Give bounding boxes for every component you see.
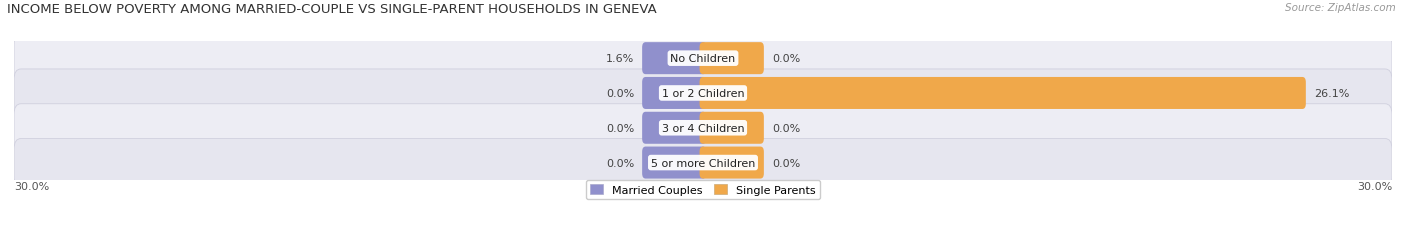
Text: 0.0%: 0.0%: [772, 123, 800, 133]
Text: INCOME BELOW POVERTY AMONG MARRIED-COUPLE VS SINGLE-PARENT HOUSEHOLDS IN GENEVA: INCOME BELOW POVERTY AMONG MARRIED-COUPL…: [7, 3, 657, 16]
Text: No Children: No Children: [671, 54, 735, 64]
FancyBboxPatch shape: [14, 104, 1392, 152]
Legend: Married Couples, Single Parents: Married Couples, Single Parents: [586, 180, 820, 200]
FancyBboxPatch shape: [14, 35, 1392, 83]
Text: 30.0%: 30.0%: [1357, 181, 1392, 191]
FancyBboxPatch shape: [700, 78, 1306, 109]
Text: 0.0%: 0.0%: [772, 158, 800, 168]
FancyBboxPatch shape: [643, 43, 706, 75]
Text: 0.0%: 0.0%: [606, 158, 634, 168]
Text: 1 or 2 Children: 1 or 2 Children: [662, 88, 744, 99]
Text: 26.1%: 26.1%: [1313, 88, 1350, 99]
FancyBboxPatch shape: [700, 147, 763, 179]
Text: 0.0%: 0.0%: [772, 54, 800, 64]
Text: 0.0%: 0.0%: [606, 88, 634, 99]
Text: 5 or more Children: 5 or more Children: [651, 158, 755, 168]
FancyBboxPatch shape: [14, 70, 1392, 118]
Text: 1.6%: 1.6%: [606, 54, 634, 64]
FancyBboxPatch shape: [700, 112, 763, 144]
Text: Source: ZipAtlas.com: Source: ZipAtlas.com: [1285, 3, 1396, 13]
FancyBboxPatch shape: [643, 78, 706, 109]
FancyBboxPatch shape: [14, 139, 1392, 187]
Text: 3 or 4 Children: 3 or 4 Children: [662, 123, 744, 133]
FancyBboxPatch shape: [643, 112, 706, 144]
FancyBboxPatch shape: [700, 43, 763, 75]
Text: 0.0%: 0.0%: [606, 123, 634, 133]
Text: 30.0%: 30.0%: [14, 181, 49, 191]
FancyBboxPatch shape: [643, 147, 706, 179]
